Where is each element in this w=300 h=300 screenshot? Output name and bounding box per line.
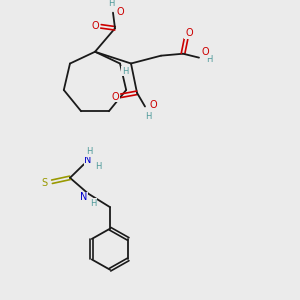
Text: H: H bbox=[86, 147, 92, 156]
Text: H: H bbox=[108, 0, 114, 8]
Text: N: N bbox=[80, 192, 88, 203]
Text: H: H bbox=[122, 67, 128, 76]
Text: S: S bbox=[41, 178, 47, 188]
Text: O: O bbox=[201, 47, 209, 57]
Text: H: H bbox=[145, 112, 151, 121]
Text: H: H bbox=[206, 55, 212, 64]
Text: H: H bbox=[95, 162, 101, 171]
Text: O: O bbox=[111, 92, 119, 102]
Text: H: H bbox=[90, 199, 96, 208]
Text: O: O bbox=[185, 28, 193, 38]
Text: O: O bbox=[116, 7, 124, 17]
Text: N: N bbox=[84, 155, 92, 165]
Text: O: O bbox=[149, 100, 157, 110]
Text: O: O bbox=[91, 21, 99, 32]
